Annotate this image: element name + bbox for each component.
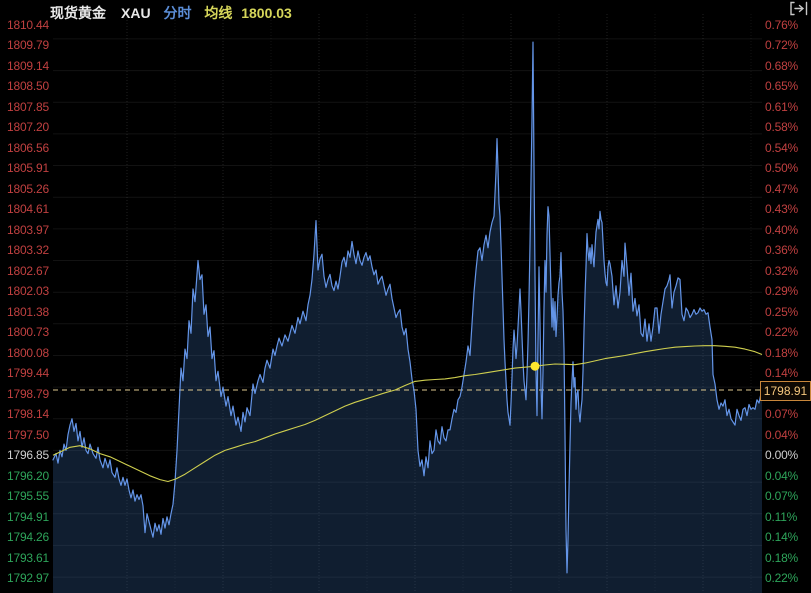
price-tick: 1794.91 bbox=[7, 509, 49, 524]
price-tick: 1805.91 bbox=[7, 161, 49, 176]
price-tick: 1810.44 bbox=[7, 18, 49, 32]
percent-tick: 0.36% bbox=[765, 243, 799, 258]
current-price-tag: 1798.91 bbox=[760, 380, 811, 401]
percent-tick: 0.40% bbox=[765, 222, 799, 237]
ma-legend-label: 均线 bbox=[204, 5, 233, 21]
chart-mode-label[interactable]: 分时 bbox=[163, 5, 192, 21]
percent-tick: 0.04% bbox=[765, 427, 799, 442]
percent-tick: 0.72% bbox=[765, 38, 799, 53]
price-tick: 1807.20 bbox=[7, 120, 49, 135]
price-tick: 1802.03 bbox=[7, 284, 49, 299]
percent-tick: 0.22% bbox=[765, 571, 799, 585]
price-tick: 1796.85 bbox=[7, 448, 49, 463]
percent-tick: 0.18% bbox=[765, 345, 799, 360]
percent-tick: 0.11% bbox=[765, 509, 798, 524]
price-tick: 1799.44 bbox=[7, 366, 49, 381]
percent-tick: 0.22% bbox=[765, 325, 799, 340]
price-tick: 1801.38 bbox=[7, 304, 49, 319]
percent-tick: 0.07% bbox=[765, 489, 799, 504]
percent-tick: 0.18% bbox=[765, 550, 799, 565]
chart-header: 现货黄金 XAU 分时 均线 1800.03 bbox=[50, 3, 301, 23]
percent-tick: 0.65% bbox=[765, 79, 799, 94]
price-tick: 1806.56 bbox=[7, 140, 49, 155]
expand-panel-icon[interactable] bbox=[789, 1, 809, 16]
price-tick: 1795.55 bbox=[7, 489, 49, 504]
percent-tick: 0.58% bbox=[765, 120, 799, 135]
price-tick: 1809.79 bbox=[7, 38, 49, 53]
price-tick: 1796.20 bbox=[7, 468, 49, 483]
percent-tick: 0.04% bbox=[765, 468, 799, 483]
price-tick: 1793.61 bbox=[7, 550, 49, 565]
percent-tick: 0.61% bbox=[765, 99, 799, 114]
price-tick: 1800.08 bbox=[7, 345, 49, 360]
percent-tick: 0.14% bbox=[765, 366, 799, 381]
price-tick: 1794.26 bbox=[7, 530, 49, 545]
ma-legend-value: 1800.03 bbox=[241, 5, 292, 21]
price-tick: 1803.97 bbox=[7, 222, 49, 237]
percent-tick: 0.68% bbox=[765, 58, 799, 73]
percent-tick: 0.07% bbox=[765, 407, 799, 422]
percent-tick: 0.29% bbox=[765, 284, 799, 299]
percent-tick: 0.25% bbox=[765, 304, 799, 319]
symbol-code: XAU bbox=[121, 5, 151, 21]
price-tick: 1807.85 bbox=[7, 99, 49, 114]
symbol-name: 现货黄金 bbox=[50, 5, 106, 21]
price-tick: 1805.26 bbox=[7, 181, 49, 196]
price-tick: 1804.61 bbox=[7, 202, 49, 217]
price-tick: 1798.14 bbox=[7, 407, 49, 422]
percent-tick: 0.32% bbox=[765, 263, 799, 278]
price-tick: 1803.32 bbox=[7, 243, 49, 258]
price-tick: 1802.67 bbox=[7, 263, 49, 278]
percent-tick: 0.14% bbox=[765, 530, 799, 545]
percent-tick: 0.54% bbox=[765, 140, 799, 155]
price-tick: 1792.97 bbox=[7, 571, 49, 585]
percent-tick: 0.43% bbox=[765, 202, 799, 217]
percent-tick: 0.00% bbox=[765, 448, 799, 463]
price-tick: 1798.79 bbox=[7, 386, 49, 401]
percent-tick: 0.50% bbox=[765, 161, 799, 176]
price-tick: 1797.50 bbox=[7, 427, 49, 442]
price-tick: 1809.14 bbox=[7, 58, 49, 73]
price-tick: 1800.73 bbox=[7, 325, 49, 340]
percent-tick: 0.76% bbox=[765, 18, 799, 32]
price-tick: 1808.50 bbox=[7, 79, 49, 94]
percent-tick: 0.47% bbox=[765, 181, 799, 196]
